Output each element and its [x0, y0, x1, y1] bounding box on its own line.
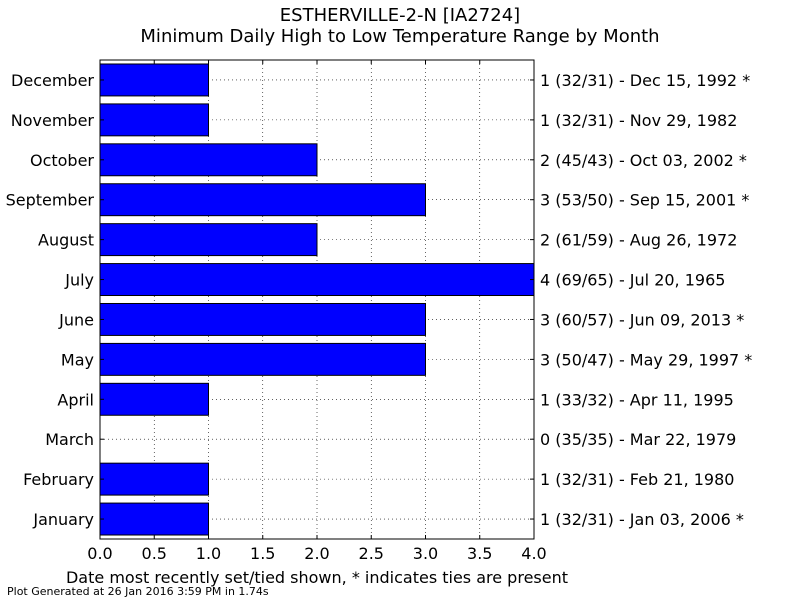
x-tick-label: 3.5	[467, 544, 492, 563]
y-tick-label: January	[32, 510, 94, 529]
y-tick-label: April	[57, 390, 94, 409]
y-tick-label: May	[61, 350, 94, 369]
record-label: 0 (35/35) - Mar 22, 1979	[540, 430, 736, 449]
y-tick-label: October	[30, 151, 94, 170]
x-axis-label: Date most recently set/tied shown, * ind…	[65, 568, 568, 587]
bar-april	[99, 382, 209, 416]
chart-subtitle: Minimum Daily High to Low Temperature Ra…	[140, 26, 660, 47]
record-label: 1 (32/31) - Feb 21, 1980	[540, 470, 734, 489]
bar-june	[99, 302, 426, 336]
bar-november	[99, 103, 209, 137]
record-label: 1 (32/31) - Dec 15, 1992 *	[540, 71, 750, 90]
bar-january	[99, 502, 209, 536]
bar-october	[99, 143, 318, 177]
record-label: 1 (33/32) - Apr 11, 1995	[540, 390, 734, 409]
x-tick-label: 0.5	[142, 544, 167, 563]
record-label: 4 (69/65) - Jul 20, 1965	[540, 271, 725, 290]
x-tick-label: 2.5	[359, 544, 384, 563]
bar-december	[99, 63, 209, 97]
bar-february	[99, 462, 209, 496]
record-label: 2 (61/59) - Aug 26, 1972	[540, 231, 737, 250]
y-tick-label: November	[11, 111, 95, 130]
x-tick-label: 3.0	[413, 544, 438, 563]
y-tick-label: December	[11, 71, 94, 90]
record-label: 2 (45/43) - Oct 03, 2002 *	[540, 151, 747, 170]
y-tick-label: February	[23, 470, 94, 489]
record-label: 3 (53/50) - Sep 15, 2001 *	[540, 191, 749, 210]
x-tick-label: 4.0	[521, 544, 546, 563]
x-tick-label: 2.0	[304, 544, 329, 563]
record-label: 1 (32/31) - Jan 03, 2006 *	[540, 510, 744, 529]
x-tick-label: 1.0	[196, 544, 221, 563]
y-tick-label: June	[58, 310, 94, 329]
chart-title: ESTHERVILLE-2-N [IA2724]	[279, 5, 521, 26]
record-label: 3 (50/47) - May 29, 1997 *	[540, 350, 752, 369]
plot-generated-note: Plot Generated at 26 Jan 2016 3:59 PM in…	[7, 585, 269, 598]
record-label: 3 (60/57) - Jun 09, 2013 *	[540, 310, 744, 329]
y-tick-label: July	[64, 271, 94, 290]
bar-july	[99, 263, 535, 297]
bar-august	[99, 223, 318, 257]
record-label: 1 (32/31) - Nov 29, 1982	[540, 111, 737, 130]
bar-september	[99, 183, 426, 217]
y-tick-label: August	[38, 231, 94, 250]
bar-may	[99, 342, 426, 376]
y-tick-label: March	[45, 430, 94, 449]
x-tick-label: 0.0	[87, 544, 112, 563]
x-tick-label: 1.5	[250, 544, 275, 563]
y-tick-label: September	[6, 191, 95, 210]
